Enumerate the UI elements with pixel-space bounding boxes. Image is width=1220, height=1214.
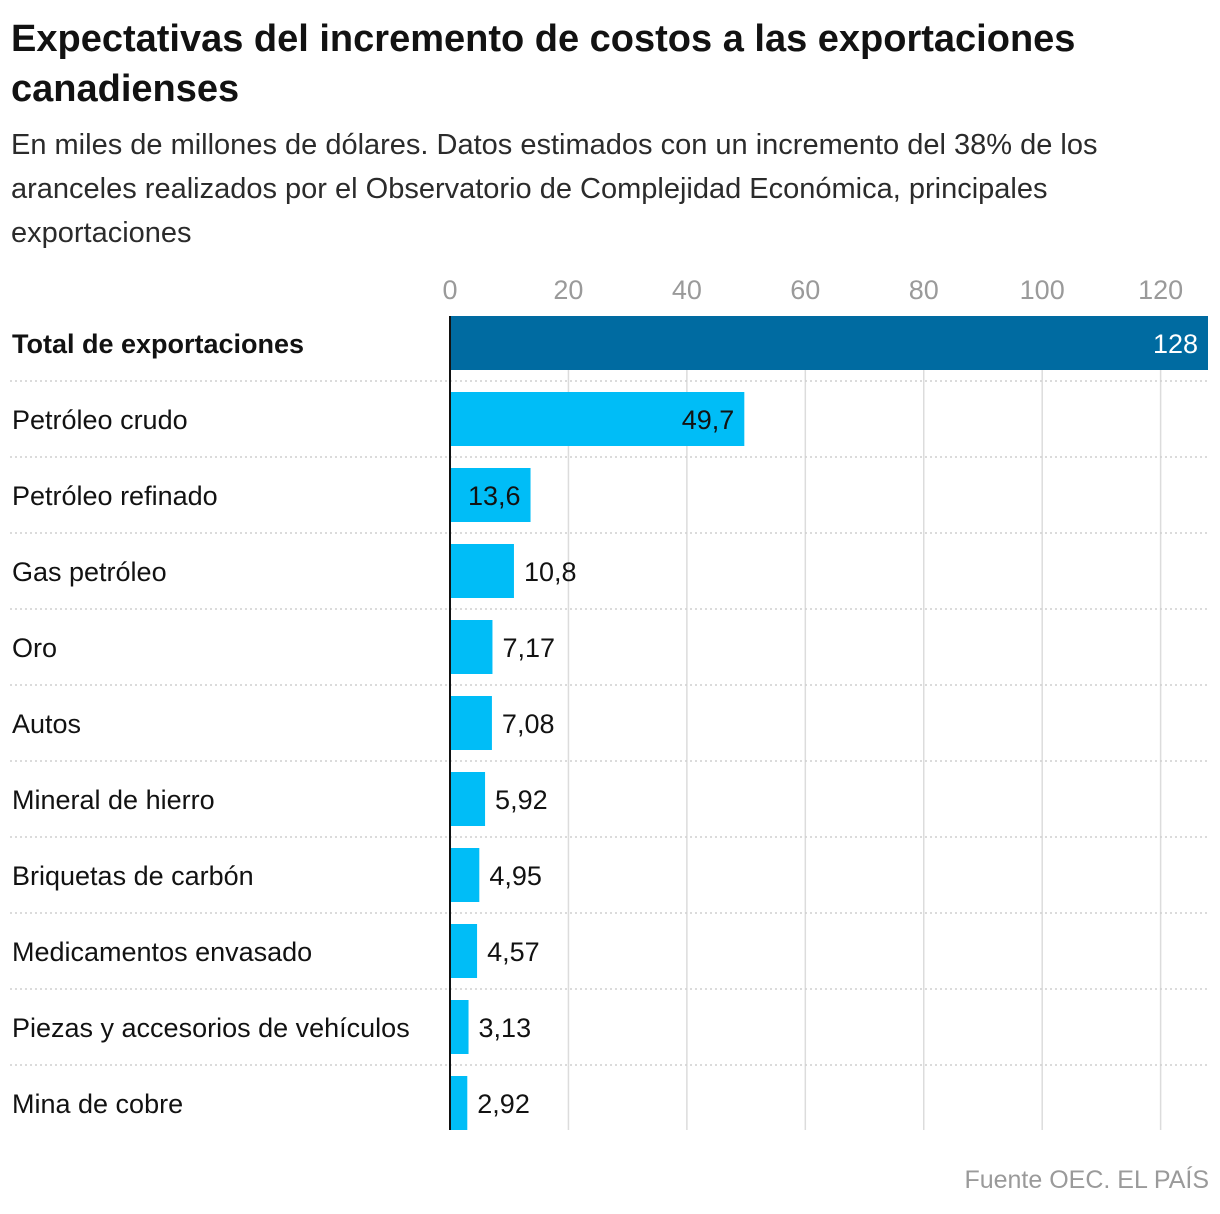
bar	[450, 468, 531, 522]
value-label: 4,95	[489, 861, 542, 891]
value-label: 13,6	[468, 481, 521, 511]
x-tick-label: 20	[553, 275, 583, 305]
category-label: Mineral de hierro	[12, 785, 215, 815]
value-label: 2,92	[477, 1089, 530, 1119]
value-label: 10,8	[524, 557, 577, 587]
category-label: Medicamentos envasado	[12, 937, 312, 967]
x-tick-label: 120	[1138, 275, 1183, 305]
category-label: Autos	[12, 709, 81, 739]
value-label: 49,7	[682, 405, 735, 435]
chart-title: Expectativas del incremento de costos a …	[11, 18, 1076, 110]
category-label: Petróleo refinado	[12, 481, 218, 511]
category-label: Briquetas de carbón	[12, 861, 254, 891]
category-label: Gas petróleo	[12, 557, 167, 587]
bar	[450, 772, 486, 826]
x-tick-label: 60	[790, 275, 820, 305]
bar	[450, 316, 1208, 370]
value-label: 4,57	[487, 937, 540, 967]
x-tick-label: 100	[1020, 275, 1065, 305]
bar	[450, 1000, 469, 1054]
value-label: 128	[1153, 329, 1198, 359]
bar	[450, 620, 493, 674]
category-label: Piezas y accesorios de vehículos	[12, 1013, 410, 1043]
bar	[450, 696, 492, 750]
category-label: Petróleo crudo	[12, 405, 188, 435]
source-note: Fuente OEC. EL PAÍS	[964, 1166, 1209, 1194]
chart-subtitle: En miles de millones de dólares. Datos e…	[11, 129, 1098, 249]
bar	[450, 1076, 468, 1130]
bar	[450, 848, 480, 902]
value-label: 5,92	[495, 785, 548, 815]
value-label: 7,17	[502, 633, 555, 663]
x-tick-label: 40	[672, 275, 702, 305]
category-label: Mina de cobre	[12, 1089, 183, 1119]
bar	[450, 924, 478, 978]
x-tick-label: 80	[909, 275, 939, 305]
value-label: 7,08	[502, 709, 555, 739]
category-label: Total de exportaciones	[12, 329, 304, 359]
x-tick-label: 0	[442, 275, 457, 305]
category-label: Oro	[12, 633, 57, 663]
value-label: 3,13	[479, 1013, 532, 1043]
bar	[450, 392, 745, 446]
bar	[450, 544, 514, 598]
